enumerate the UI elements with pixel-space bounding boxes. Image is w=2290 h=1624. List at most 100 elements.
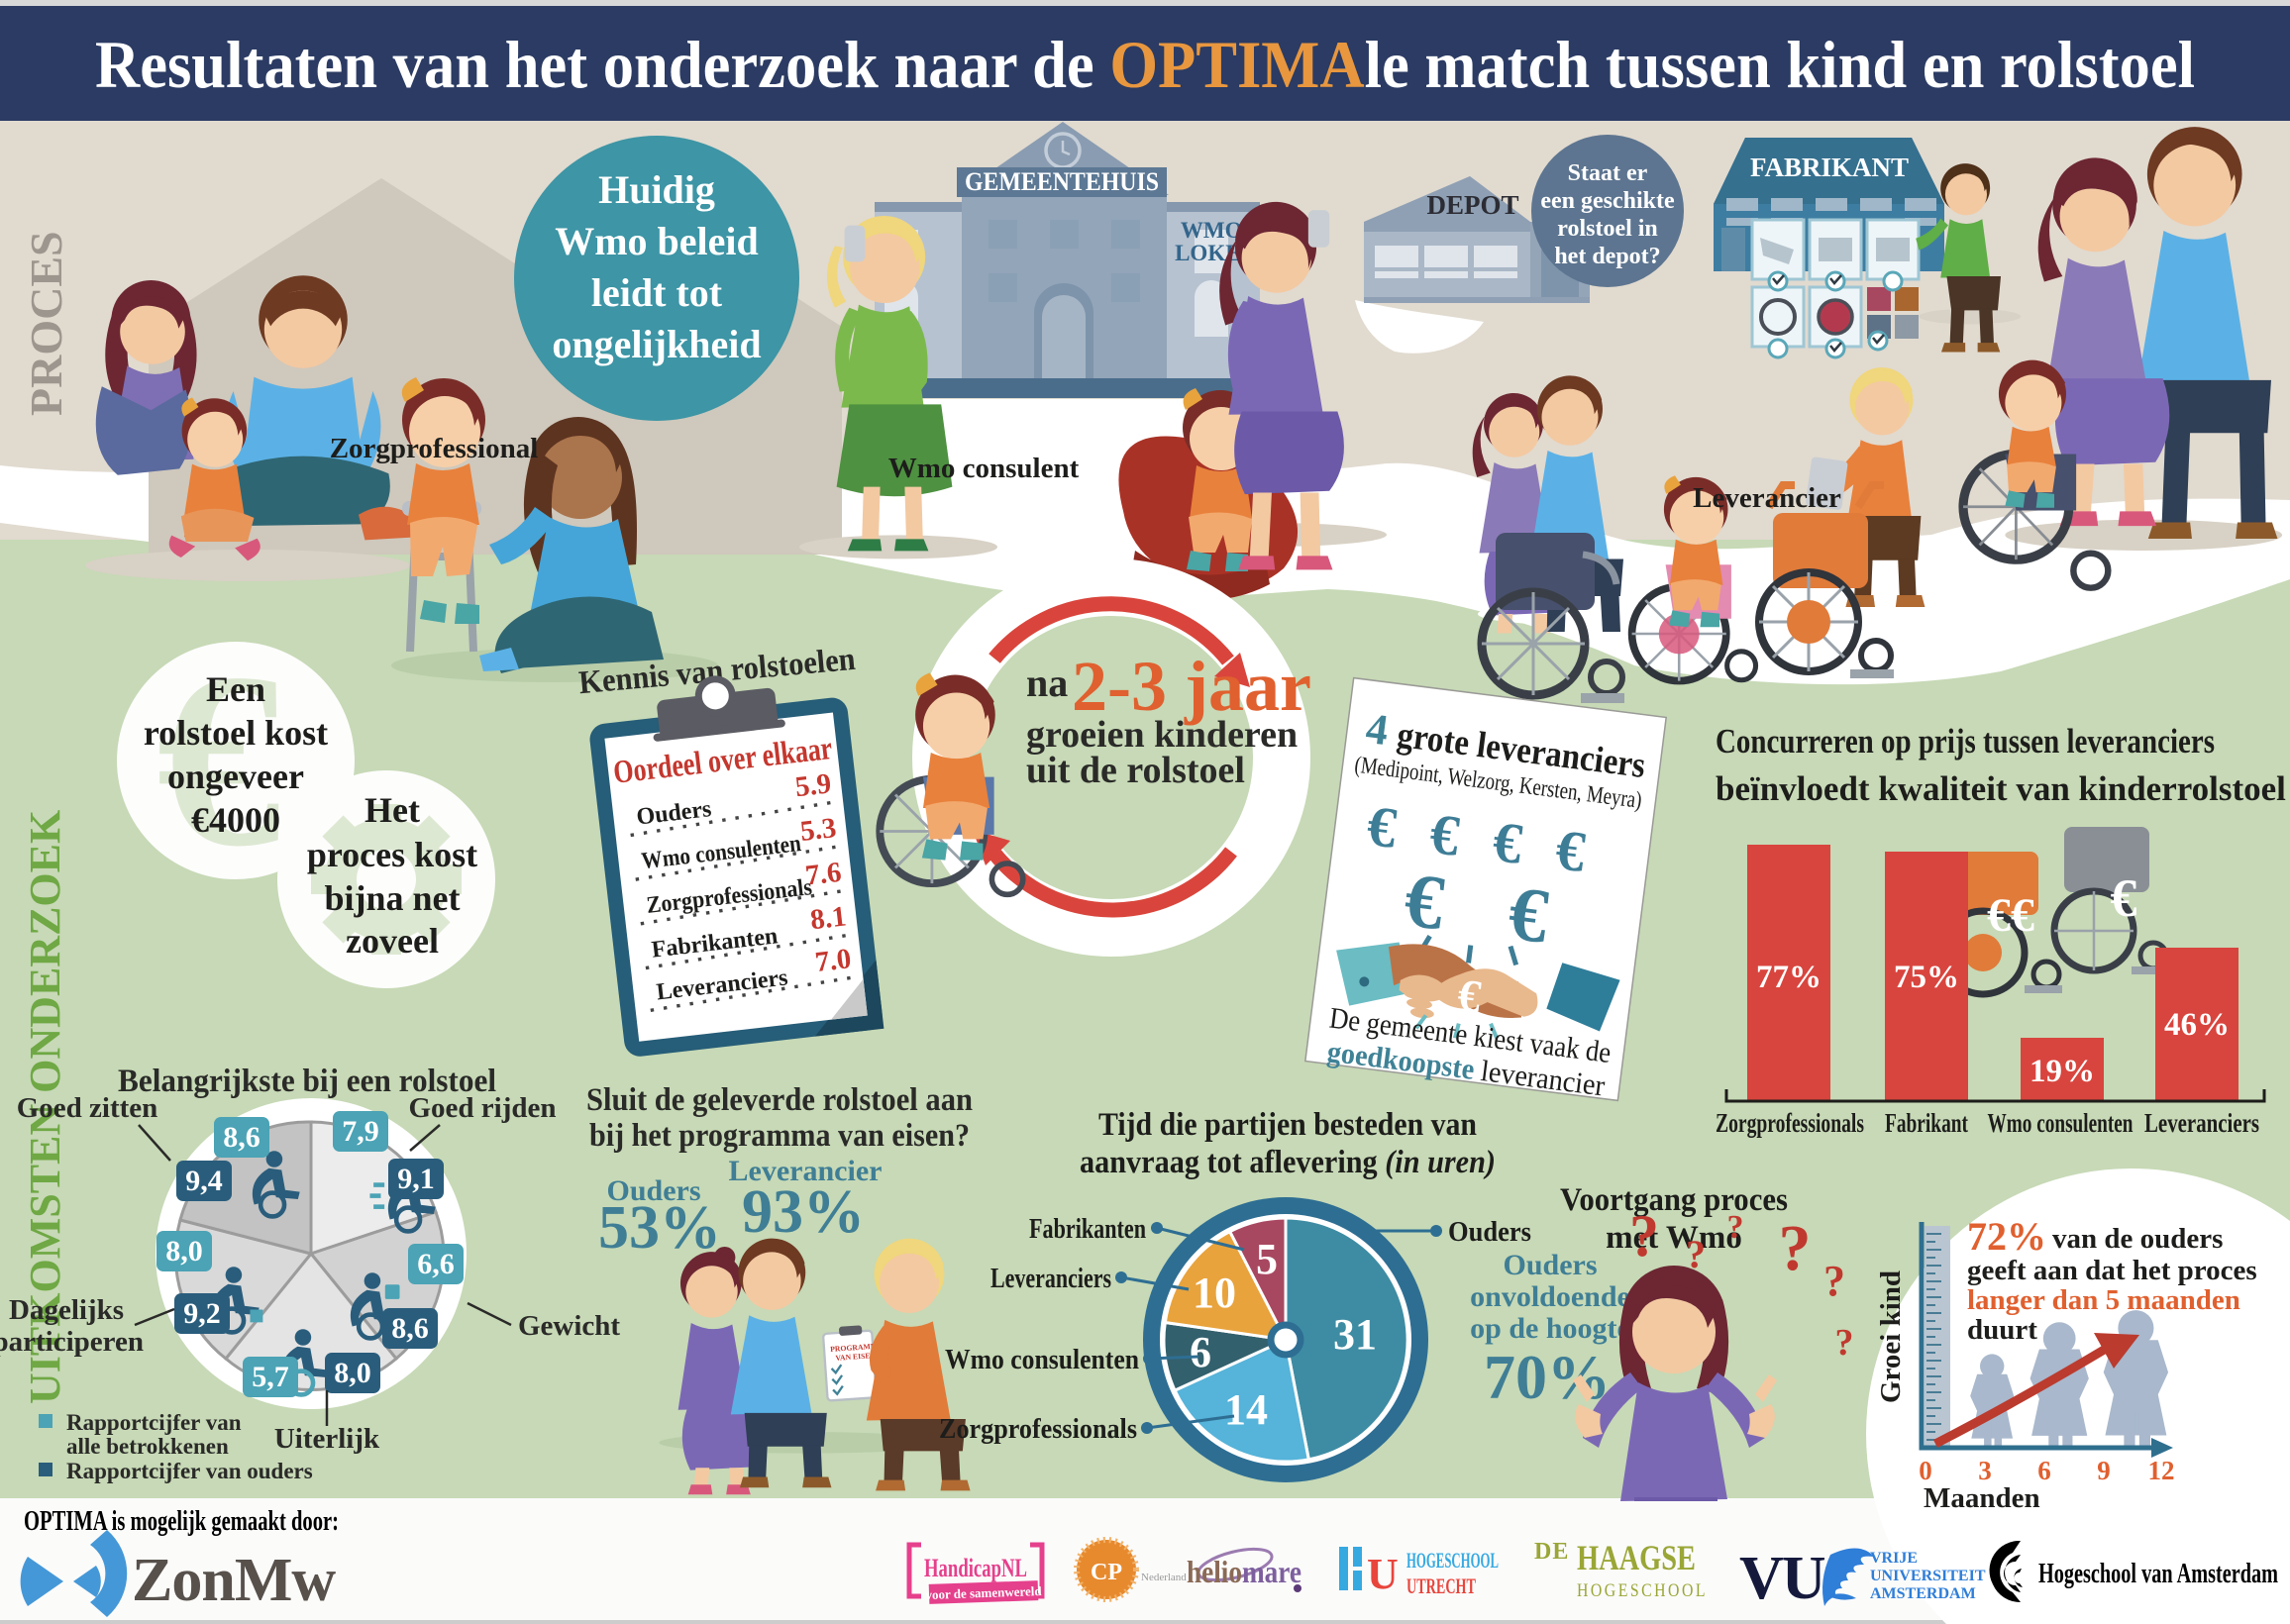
svg-text:met Wmo: met Wmo [1606,1220,1742,1256]
svg-text:12: 12 [2148,1456,2175,1485]
svg-text:8.1: 8.1 [808,900,848,936]
svg-text:FABRIKANT: FABRIKANT [1750,152,1909,182]
svg-text:UTRECHT: UTRECHT [1406,1573,1476,1598]
svg-text:CP: CP [1091,1560,1122,1585]
svg-text:31: 31 [1333,1310,1377,1359]
svg-text:Ouders: Ouders [1503,1249,1597,1281]
svg-text:uit de rolstoel: uit de rolstoel [1026,750,1245,791]
svg-text:Staat er: Staat er [1568,160,1648,186]
svg-text:77%: 77% [1756,960,1822,995]
svg-text:leidt tot: leidt tot [591,270,723,315]
svg-text:Sluit de geleverde rolstoel aa: Sluit de geleverde rolstoel aan [586,1082,973,1118]
svg-text:Rapportcijfer van ouders: Rapportcijfer van ouders [66,1459,313,1483]
svg-text:Fabrikanten: Fabrikanten [1029,1213,1146,1245]
svg-text:Concurreren op prijs tussen le: Concurreren op prijs tussen leveranciers [1716,722,2215,761]
svg-text:8,6: 8,6 [391,1312,429,1345]
svg-text:Uiterlijk: Uiterlijk [274,1423,380,1455]
svg-text:Dagelijks: Dagelijks [9,1294,124,1326]
svg-text:€: € [156,621,281,898]
svg-text:een geschikte: een geschikte [1540,188,1675,214]
svg-text:?: ? [1779,1212,1812,1284]
svg-text:6: 6 [1190,1328,1211,1376]
svg-text:Ouders: Ouders [1448,1216,1531,1248]
svg-text:UITKOMSTEN ONDERZOEK: UITKOMSTEN ONDERZOEK [21,810,69,1404]
svg-text:UNIVERSITEIT: UNIVERSITEIT [1870,1568,1986,1584]
svg-text:Het: Het [364,790,420,830]
svg-text:VAN EISEN: VAN EISEN [835,1351,877,1363]
svg-text:?: ? [1629,1203,1659,1269]
svg-text:75%: 75% [1894,960,1959,995]
svg-text:€€: €€ [1987,889,2034,942]
svg-text:Nederland: Nederland [1141,1572,1187,1583]
svg-text:rolstoel kost: rolstoel kost [144,713,328,753]
svg-text:proces kost: proces kost [307,835,477,874]
svg-text:€4000: €4000 [191,800,280,840]
svg-text:U: U [1367,1550,1399,1598]
svg-text:bijna net: bijna net [324,878,460,918]
svg-text:beïnvloedt kwaliteit van kinde: beïnvloedt kwaliteit van kinderrolstoel [1716,769,2286,808]
svg-text:PROCES: PROCES [21,231,71,416]
svg-text:HAAGSE: HAAGSE [1577,1538,1696,1577]
svg-text:Gewicht: Gewicht [518,1310,620,1342]
svg-text:Een: Een [206,669,265,709]
svg-text:Rapportcijfer van: Rapportcijfer van [66,1410,242,1435]
svg-text:Leverancier: Leverancier [1693,482,1841,514]
svg-text:9,1: 9,1 [397,1163,435,1195]
svg-text:bij het programma van eisen?: bij het programma van eisen? [589,1118,970,1154]
svg-text:Goed rijden: Goed rijden [408,1092,556,1124]
svg-text:HandicapNL: HandicapNL [924,1554,1027,1582]
svg-text:Zorgprofessionals: Zorgprofessionals [1716,1108,1864,1138]
svg-text:Fabrikant: Fabrikant [1885,1108,1968,1138]
svg-text:Resultaten van het onderzoek n: Resultaten van het onderzoek naar de OPT… [95,27,2195,102]
svg-text:19%: 19% [2030,1054,2095,1089]
svg-text:Belangrijkste bij een rolstoel: Belangrijkste bij een rolstoel [118,1064,496,1099]
svg-text:10: 10 [1193,1269,1236,1317]
svg-text:onvoldoende: onvoldoende [1470,1280,1630,1313]
svg-text:Hogeschool van Amsterdam: Hogeschool van Amsterdam [2038,1558,2278,1589]
svg-text:langer dan 5 maanden: langer dan 5 maanden [1967,1284,2240,1316]
svg-text:2-3 jaar: 2-3 jaar [1072,647,1311,726]
svg-text:Voortgang proces: Voortgang proces [1560,1182,1788,1218]
svg-text:5,7: 5,7 [252,1361,289,1393]
svg-text:?: ? [1686,1232,1706,1276]
svg-text:5.9: 5.9 [793,767,833,803]
svg-text:Leverancier: Leverancier [729,1155,883,1187]
svg-text:Huidig: Huidig [598,167,715,212]
svg-text:53%: 53% [598,1194,721,1262]
svg-text:9,4: 9,4 [185,1165,223,1197]
svg-text:Wmo consulenten: Wmo consulenten [1988,1108,2134,1138]
svg-text:14: 14 [1224,1385,1268,1434]
svg-text:9: 9 [2097,1456,2111,1485]
svg-text:70%: 70% [1484,1342,1611,1412]
svg-text:geeft aan dat het proces: geeft aan dat het proces [1967,1255,2257,1286]
svg-text:Ouders: Ouders [606,1174,700,1207]
svg-text:8,0: 8,0 [334,1357,371,1389]
svg-text:duurt: duurt [1967,1314,2037,1346]
svg-text:€: € [2111,868,2137,928]
svg-text:ongelijkheid: ongelijkheid [552,322,761,366]
svg-text:6: 6 [2037,1456,2051,1485]
svg-text:op de hoogte: op de hoogte [1470,1312,1630,1345]
svg-text:Leveranciers: Leveranciers [990,1263,1111,1294]
svg-text:7,9: 7,9 [342,1115,379,1148]
svg-text:ZonMw: ZonMw [132,1547,336,1614]
svg-text:HOGESCHOOL: HOGESCHOOL [1577,1580,1708,1601]
svg-text:46%: 46% [2164,1007,2230,1043]
svg-text:?: ? [1727,1209,1744,1246]
svg-text:alle betrokkenen: alle betrokkenen [66,1434,229,1459]
svg-text:aanvraag tot aflevering (in ur: aanvraag tot aflevering (in uren) [1080,1145,1496,1180]
svg-text:Groei kind: Groei kind [1875,1270,1907,1403]
svg-text:9,2: 9,2 [183,1297,221,1330]
svg-text:Zorgprofessionals: Zorgprofessionals [939,1413,1137,1445]
svg-text:participeren: participeren [0,1326,144,1358]
svg-text:groeien kinderen: groeien kinderen [1026,714,1298,756]
svg-text:voor de samenwereld: voor de samenwereld [925,1583,1042,1602]
svg-text:GEMEENTEHUIS: GEMEENTEHUIS [965,167,1159,196]
svg-text:93%: 93% [742,1178,865,1246]
svg-text:?: ? [1823,1257,1845,1305]
svg-text:0: 0 [1919,1456,1932,1485]
svg-text:HOGESCHOOL: HOGESCHOOL [1406,1548,1499,1573]
svg-text:72%: 72% [1967,1214,2046,1259]
svg-text:Tijd die partijen besteden van: Tijd die partijen besteden van [1098,1107,1477,1143]
svg-text:rolstoel in: rolstoel in [1557,216,1658,242]
